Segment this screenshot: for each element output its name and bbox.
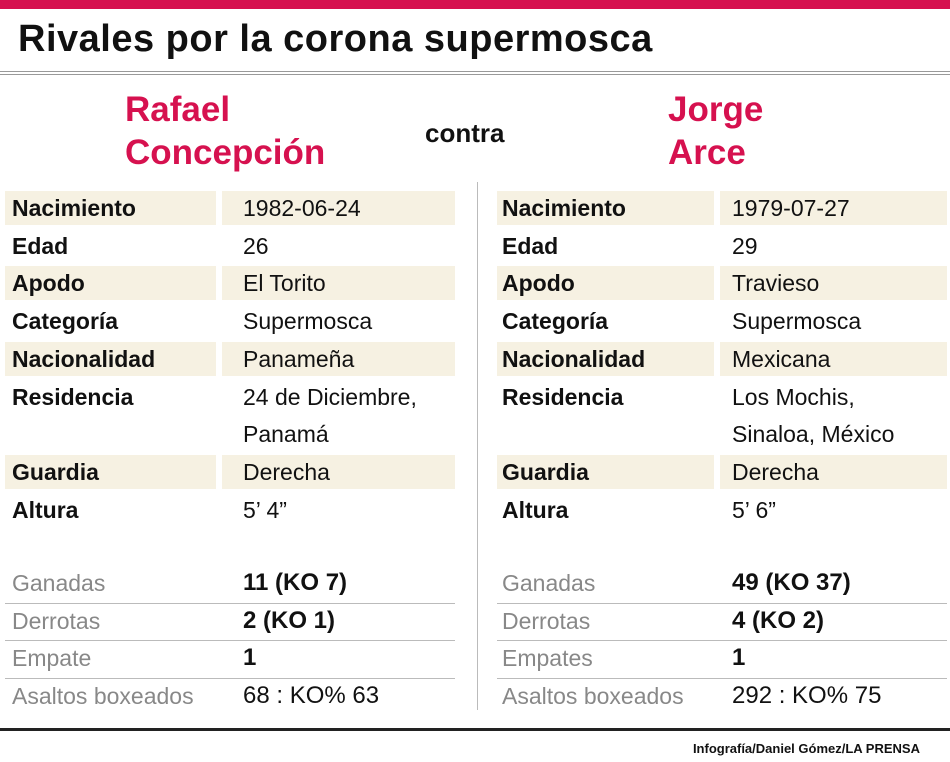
row-label: Residencia — [502, 383, 624, 410]
row-label: Residencia — [12, 383, 134, 410]
record-value: 1 — [732, 644, 746, 672]
row-stripe — [720, 454, 947, 489]
record-label: Derrotas — [502, 607, 591, 634]
row-value: 26 — [243, 232, 269, 259]
record-label: Derrotas — [12, 607, 101, 634]
row-value: 5’ 6” — [732, 496, 776, 523]
row-stripe — [5, 266, 216, 301]
row-value: 29 — [732, 232, 758, 259]
row-stripe — [5, 191, 216, 225]
divider — [477, 182, 478, 710]
record-label: Empates — [502, 645, 593, 672]
credit: Infografía/Daniel Gómez/LA PRENSA — [692, 741, 920, 756]
row-stripe — [720, 266, 947, 301]
row-value: Derecha — [243, 458, 330, 485]
row-value: Derecha — [732, 458, 819, 485]
record-label: Asaltos boxeados — [502, 683, 684, 710]
row-label: Altura — [502, 496, 569, 523]
title-rule — [0, 71, 950, 75]
row-stripe — [497, 341, 714, 376]
row-label: Guardia — [502, 458, 589, 485]
record-value: 49 (KO 37) — [732, 569, 851, 596]
top-bar — [0, 0, 950, 9]
record-label: Empate — [12, 645, 92, 672]
record-label: Ganadas — [12, 570, 106, 596]
row-stripe — [497, 266, 714, 301]
row-label: Categoría — [12, 308, 119, 335]
row-value: Mexicana — [732, 345, 831, 372]
title: Rivales por la corona supermosca — [18, 18, 653, 60]
row-stripe — [222, 191, 455, 225]
row-stripe — [720, 191, 947, 225]
row-label: Nacimiento — [12, 195, 136, 221]
row-label: Altura — [12, 496, 79, 523]
fighter-name: Jorge — [668, 90, 764, 129]
row-stripe — [720, 341, 947, 376]
row-stripe — [222, 341, 455, 376]
record-value: 1 — [243, 644, 257, 672]
record-value: 4 (KO 2) — [732, 606, 825, 634]
row-label: Apodo — [502, 270, 575, 297]
fighter-name: Rafael — [125, 90, 231, 129]
row-separator — [497, 602, 947, 604]
row-label: Edad — [12, 232, 69, 259]
record-value: 292 : KO% 75 — [732, 682, 882, 710]
record-label: Ganadas — [502, 570, 596, 596]
record-value: 2 (KO 1) — [243, 606, 336, 634]
row-value: El Torito — [243, 270, 326, 297]
row-value: Los Mochis, — [732, 383, 855, 410]
row-value: 5’ 4” — [243, 496, 287, 523]
row-value: 1979-07-27 — [732, 195, 850, 221]
row-stripe — [222, 454, 455, 489]
row-value: 1982-06-24 — [243, 195, 361, 221]
record-label: Asaltos boxeados — [12, 683, 194, 710]
row-stripe — [5, 454, 216, 489]
row-stripe — [497, 454, 714, 489]
row-value: Sinaloa, México — [732, 421, 895, 448]
row-stripe — [222, 266, 455, 301]
record-value: 11 (KO 7) — [243, 569, 348, 596]
row-label: Edad — [502, 232, 559, 259]
row-label: Categoría — [502, 308, 609, 335]
row-label: Nacionalidad — [502, 345, 646, 372]
row-label: Apodo — [12, 270, 85, 297]
row-value: Supermosca — [732, 308, 862, 335]
row-value: 24 de Diciembre, — [243, 383, 417, 410]
bottom-rule — [0, 728, 950, 731]
row-separator — [497, 640, 947, 642]
row-separator — [5, 602, 455, 604]
row-value: Travieso — [732, 270, 820, 297]
fighter-name: Arce — [668, 133, 746, 172]
row-separator — [5, 678, 455, 680]
row-label: Nacimiento — [502, 195, 626, 221]
row-separator — [5, 640, 455, 642]
row-value: Panameña — [243, 345, 355, 372]
record-value: 68 : KO% 63 — [243, 682, 380, 710]
row-stripe — [5, 341, 216, 376]
versus: contra — [425, 118, 505, 148]
row-stripe — [497, 191, 714, 225]
row-value: Panamá — [243, 421, 329, 448]
row-label: Nacionalidad — [12, 345, 156, 372]
row-label: Guardia — [12, 458, 99, 485]
row-value: Supermosca — [243, 308, 373, 335]
fighter-name: Concepción — [125, 133, 326, 172]
row-separator — [497, 678, 947, 680]
